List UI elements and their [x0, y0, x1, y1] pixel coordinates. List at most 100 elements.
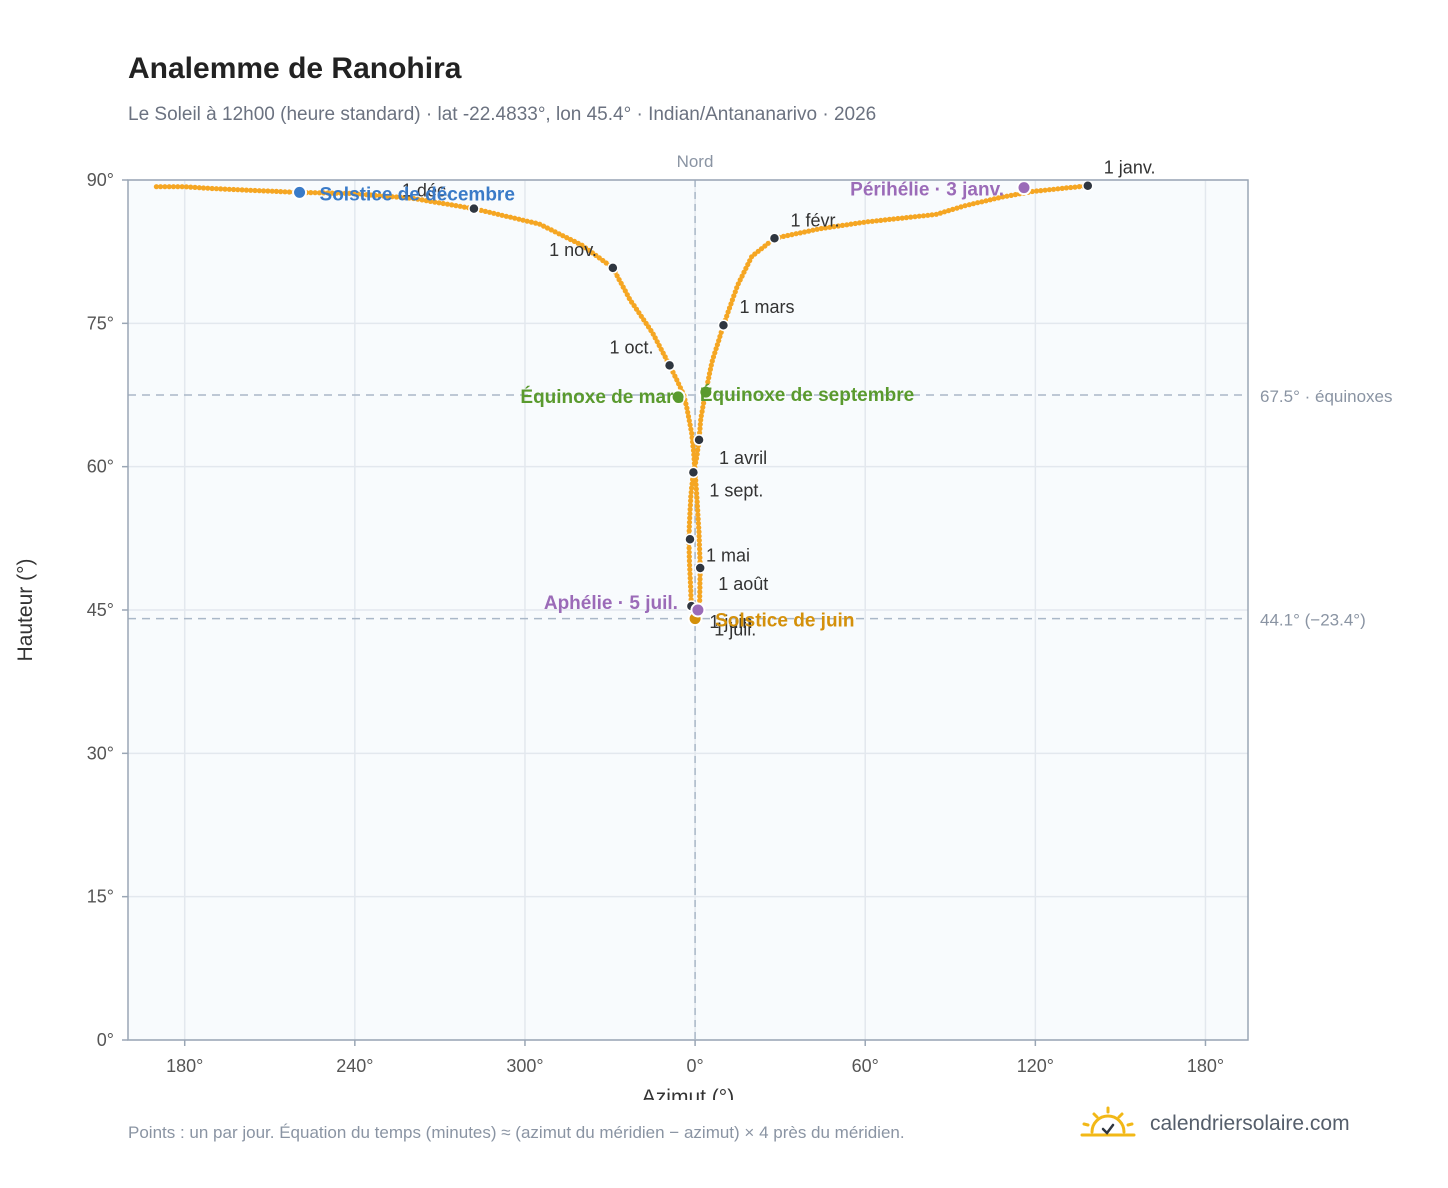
daily-point — [891, 216, 897, 222]
daily-point — [705, 379, 711, 385]
daily-point — [269, 188, 275, 194]
daily-point — [436, 200, 442, 206]
daily-point — [499, 212, 505, 218]
daily-point — [533, 220, 539, 226]
y-tick-label: 0° — [97, 1030, 114, 1050]
event-label: Aphélie · 5 juil. — [544, 593, 678, 614]
event-label: Solstice de décembre — [320, 184, 515, 205]
daily-point — [162, 184, 168, 190]
daily-point — [1051, 186, 1057, 192]
daily-point — [688, 494, 694, 500]
daily-point — [920, 213, 927, 219]
daily-point — [686, 554, 692, 560]
daily-point — [712, 350, 718, 356]
daily-point — [929, 212, 935, 218]
daily-point — [325, 190, 331, 196]
daily-point — [697, 546, 703, 552]
daily-point — [697, 580, 703, 587]
daily-point — [698, 417, 704, 423]
daily-point — [503, 213, 509, 219]
daily-point — [243, 187, 249, 193]
x-tick-label: 180° — [166, 1056, 203, 1076]
daily-point — [676, 381, 682, 387]
daily-point — [686, 558, 693, 564]
daily-point — [995, 195, 1002, 201]
daily-point — [694, 490, 700, 496]
daily-point — [695, 507, 701, 513]
daily-point — [359, 191, 365, 197]
reference-line-label: 44.1° (−23.4°) — [1260, 611, 1366, 630]
daily-point — [749, 254, 755, 260]
y-axis-label: Hauteur (°) — [14, 559, 37, 662]
daily-point — [1063, 185, 1069, 191]
daily-point — [908, 214, 914, 220]
daily-point — [686, 549, 692, 555]
daily-point — [478, 207, 484, 213]
daily-point — [797, 230, 803, 236]
daily-point — [946, 208, 952, 214]
daily-point — [363, 192, 370, 198]
x-tick-label: 120° — [1017, 1056, 1054, 1076]
daily-point — [556, 231, 562, 237]
reference-line-label: 67.5° · équinoxes — [1260, 387, 1393, 406]
daily-point — [200, 185, 207, 191]
daily-point — [686, 418, 692, 424]
month-label: 1 mai — [706, 545, 750, 565]
daily-point — [286, 189, 292, 195]
daily-point — [717, 333, 723, 340]
daily-point — [333, 190, 340, 196]
daily-point — [831, 224, 837, 230]
daily-point — [1034, 188, 1040, 194]
daily-point — [958, 204, 964, 210]
daily-point — [735, 281, 741, 287]
daily-point — [697, 597, 703, 604]
sun-check-icon — [1080, 1106, 1136, 1137]
daily-point — [688, 592, 694, 598]
daily-point — [975, 200, 981, 206]
x-tick-label: 240° — [336, 1056, 373, 1076]
daily-point — [183, 184, 189, 190]
daily-point — [175, 184, 181, 190]
daily-point — [696, 537, 702, 544]
daily-point — [695, 516, 701, 522]
daily-point — [342, 190, 348, 196]
daily-point — [691, 452, 697, 458]
brand-name: calendriersolaire.com — [1150, 1112, 1350, 1135]
x-tick-label: 180° — [1187, 1056, 1224, 1076]
daily-point — [453, 203, 459, 209]
event-marker — [1016, 180, 1032, 196]
y-tick-label: 15° — [87, 887, 114, 907]
event-marker — [698, 384, 714, 400]
daily-point — [697, 421, 703, 427]
daily-point — [693, 482, 699, 488]
y-tick-label: 75° — [87, 313, 114, 333]
daily-point — [688, 426, 694, 432]
daily-point — [780, 233, 787, 239]
daily-point — [1008, 192, 1014, 198]
daily-point — [874, 218, 880, 224]
daily-point — [346, 190, 352, 196]
daily-point — [835, 223, 841, 229]
daily-point — [697, 576, 703, 582]
daily-point — [937, 210, 944, 216]
daily-point — [687, 515, 693, 521]
daily-point — [153, 184, 159, 190]
daily-point — [158, 184, 164, 190]
daily-point — [737, 277, 743, 283]
brand[interactable]: calendriersolaire.com — [1080, 1103, 1350, 1145]
daily-point — [524, 218, 530, 224]
daily-point — [806, 228, 812, 234]
daily-point — [1042, 187, 1048, 193]
daily-point — [482, 208, 488, 214]
daily-point — [691, 456, 697, 462]
daily-point — [411, 195, 417, 202]
event-marker — [292, 184, 308, 200]
daily-point — [941, 209, 948, 215]
daily-point — [950, 206, 956, 212]
daily-point — [226, 186, 232, 192]
daily-point — [686, 519, 693, 525]
daily-point — [381, 193, 387, 199]
daily-point — [793, 231, 799, 237]
daily-point — [1000, 194, 1006, 200]
daily-point — [698, 413, 704, 419]
